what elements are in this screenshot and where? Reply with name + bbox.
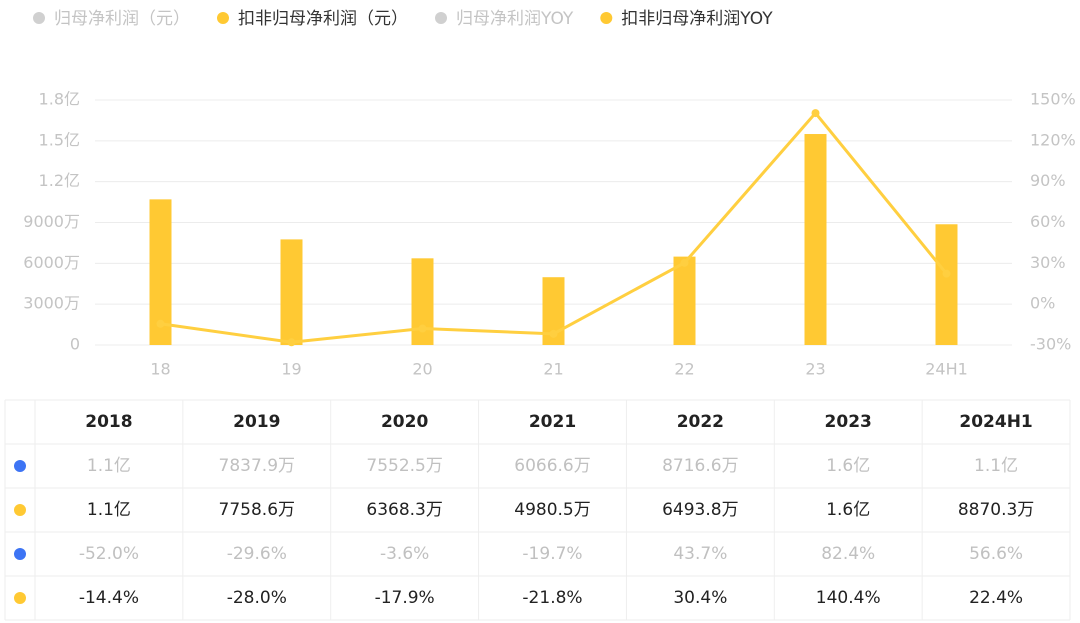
x-tick-label: 21 (543, 360, 563, 379)
table-cell: -17.9% (375, 588, 435, 608)
table-cell: 1.6亿 (826, 456, 870, 476)
table-cell: 30.4% (673, 588, 727, 608)
x-tick-label: 22 (674, 360, 694, 379)
line-point (680, 258, 689, 267)
y-tick-label: 6000万 (23, 253, 80, 272)
table-cell: -21.8% (522, 588, 582, 608)
table-cell: 22.4% (969, 588, 1023, 608)
y-tick-label: 0 (70, 335, 80, 354)
table-cell: -3.6% (380, 544, 429, 564)
y2-tick-label: 60% (1030, 212, 1066, 231)
line-point (287, 338, 296, 347)
table-cell: -29.6% (227, 544, 287, 564)
x-tick-label: 19 (281, 360, 301, 379)
table-cell: 8870.3万 (958, 500, 1034, 520)
table-header: 2018 (85, 412, 132, 432)
table-cell: 56.6% (969, 544, 1023, 564)
line-point (418, 324, 427, 333)
table-cell: 1.6亿 (826, 500, 870, 520)
x-tick-label: 24H1 (925, 360, 968, 379)
table-cell: 8716.6万 (662, 456, 738, 476)
table-cell: 6368.3万 (366, 500, 442, 520)
table-cell: 1.1亿 (974, 456, 1018, 476)
legend-dot (217, 12, 229, 24)
row-dot (14, 592, 26, 604)
legend-dot (600, 12, 613, 24)
x-tick-label: 20 (412, 360, 432, 379)
legend-dot (33, 12, 45, 24)
legend-dot (435, 12, 447, 24)
legend-label: 归母净利润（元） (54, 9, 190, 29)
y2-tick-label: 30% (1030, 253, 1066, 272)
table-cell: 7758.6万 (219, 500, 295, 520)
line-point (156, 319, 165, 328)
row-dot (14, 548, 26, 560)
table-header: 2021 (529, 412, 576, 432)
line-point (549, 329, 558, 338)
y2-tick-label: -30% (1030, 335, 1071, 354)
bar (280, 239, 303, 345)
table-header: 2019 (233, 412, 280, 432)
table-cell: 6493.8万 (662, 500, 738, 520)
row-dot (14, 460, 26, 472)
table-cell: -52.0% (79, 544, 139, 564)
line-point (942, 269, 951, 278)
bar (149, 199, 172, 345)
y2-tick-label: 120% (1030, 130, 1076, 149)
table-cell: 4980.5万 (514, 500, 590, 520)
table-cell: 140.4% (816, 588, 881, 608)
x-tick-label: 18 (150, 360, 170, 379)
table-cell: -14.4% (79, 588, 139, 608)
table-cell: -28.0% (227, 588, 287, 608)
x-tick-label: 23 (805, 360, 825, 379)
bar (411, 258, 434, 345)
table-cell: 1.1亿 (87, 456, 131, 476)
legend-label: 扣非归母净利润（元） (238, 9, 408, 29)
table-cell: 1.1亿 (87, 500, 131, 520)
table-header: 2022 (677, 412, 724, 432)
table-header: 2023 (825, 412, 872, 432)
y-tick-label: 1.2亿 (39, 171, 80, 190)
bar (935, 224, 958, 345)
y-tick-label: 3000万 (23, 294, 80, 313)
y2-tick-label: 150% (1030, 90, 1076, 109)
y-tick-label: 9000万 (23, 212, 80, 231)
table-cell: 6066.6万 (514, 456, 590, 476)
y2-tick-label: 90% (1030, 171, 1066, 190)
bar (542, 277, 565, 345)
row-dot (14, 504, 26, 516)
legend-label: 归母净利润YOY (456, 9, 574, 29)
line-point (811, 109, 820, 118)
table-header: 2020 (381, 412, 428, 432)
table-cell: 7837.9万 (219, 456, 295, 476)
y-tick-label: 1.5亿 (39, 130, 80, 149)
table-cell: 43.7% (673, 544, 727, 564)
table-cell: -19.7% (522, 544, 582, 564)
table-cell: 82.4% (821, 544, 875, 564)
legend-label: 扣非归母净利润YOY (621, 9, 773, 29)
table-cell: 7552.5万 (366, 456, 442, 476)
bar (804, 134, 827, 345)
bar (673, 256, 696, 345)
table-header: 2024H1 (959, 412, 1032, 432)
y2-tick-label: 0% (1030, 294, 1055, 313)
y-tick-label: 1.8亿 (39, 90, 80, 109)
